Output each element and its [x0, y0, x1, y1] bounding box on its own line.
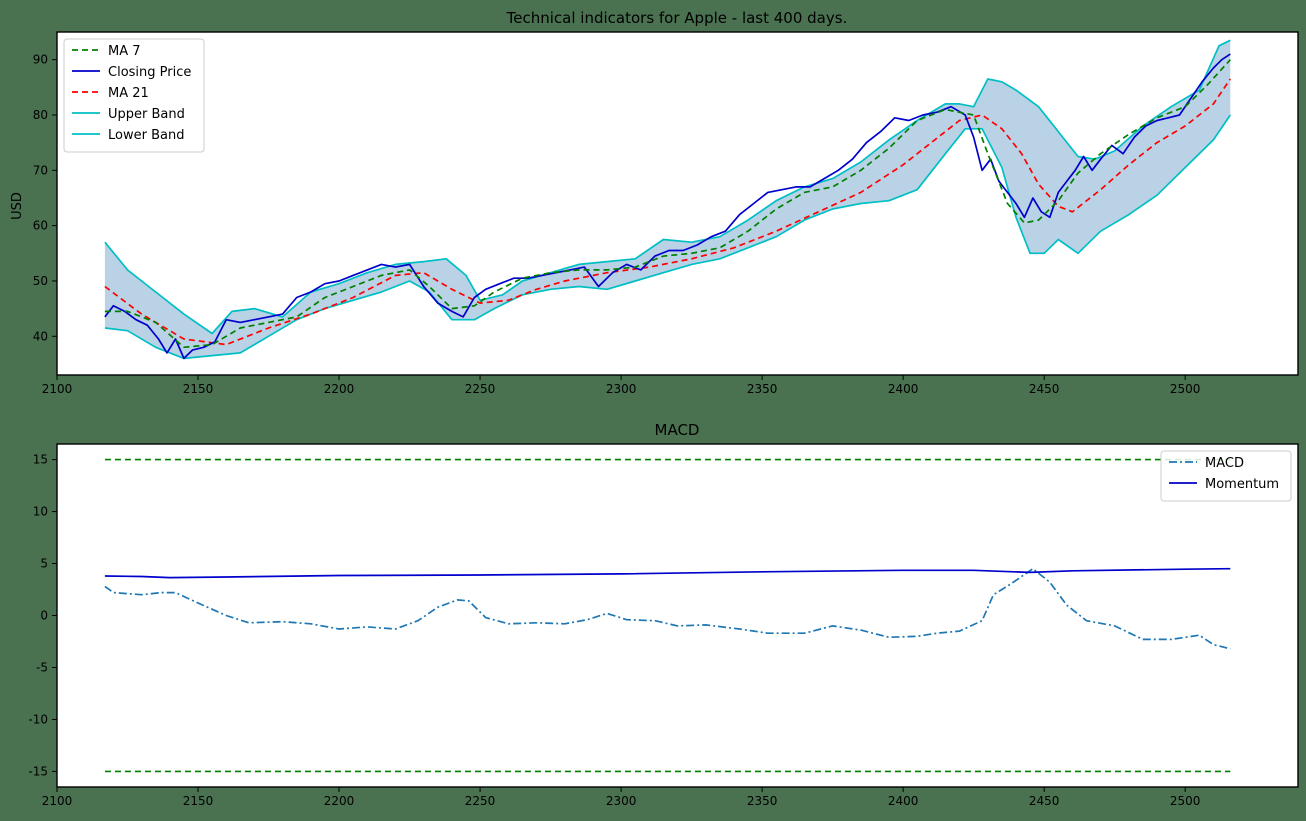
series-line-lower-band	[104, 114, 1232, 360]
series-line-momentum	[104, 567, 1231, 579]
legend-label: MA 21	[108, 86, 149, 101]
y-tick-label: 70	[33, 163, 48, 177]
y-tick-label: 10	[33, 505, 48, 519]
x-tick-label: 2150	[183, 382, 214, 396]
legend-label: Upper Band	[108, 107, 185, 122]
y-tick-label: 80	[33, 108, 48, 122]
x-tick-label: 2450	[1029, 794, 1060, 808]
legend: MACD Momentum	[1160, 450, 1292, 502]
y-tick-label: 15	[33, 453, 48, 467]
x-tick-label: 2100	[42, 794, 73, 808]
y-tick-label: 0	[40, 609, 48, 623]
y-tick-label: 50	[33, 274, 48, 288]
y-tick-label: -15	[28, 764, 48, 778]
x-tick-label: 2150	[183, 794, 214, 808]
legend-box	[1160, 450, 1292, 502]
x-tick-label: 2350	[747, 794, 778, 808]
series-lines	[104, 39, 1232, 360]
y-tick-label: 60	[33, 219, 48, 233]
legend-label: MACD	[1205, 456, 1244, 471]
technical-indicators-chart: Technical indicators for Apple - last 40…	[10, 9, 1299, 396]
y-axis: -15 -10 -5 0 5 10 15	[28, 453, 57, 778]
x-tick-label: 2500	[1170, 794, 1201, 808]
x-tick-label: 2300	[606, 382, 637, 396]
x-tick-label: 2450	[1029, 382, 1060, 396]
x-axis: 2100 2150 2200 2250 2300 2350 2400 2450 2500	[42, 787, 1201, 808]
x-tick-label: 2250	[465, 794, 496, 808]
x-tick-label: 2400	[888, 382, 919, 396]
x-tick-label: 2200	[324, 794, 355, 808]
legend-box	[63, 38, 205, 153]
series-lines	[104, 458, 1231, 773]
x-tick-label: 2200	[324, 382, 355, 396]
chart-title: MACD	[655, 421, 700, 439]
x-tick-label: 2300	[606, 794, 637, 808]
series-line-closing-price	[104, 53, 1231, 360]
y-tick-label: 40	[33, 329, 48, 343]
legend-label: MA 7	[108, 44, 141, 59]
y-tick-label: -5	[36, 660, 48, 674]
x-tick-label: 2250	[465, 382, 496, 396]
y-tick-label: 5	[40, 557, 48, 571]
x-axis: 2100 2150 2200 2250 2300 2350 2400 2450 2500	[42, 375, 1201, 396]
x-tick-label: 2350	[747, 382, 778, 396]
y-tick-label: -10	[28, 712, 48, 726]
x-tick-label: 2100	[42, 382, 73, 396]
legend-label: Momentum	[1205, 477, 1279, 492]
y-axis: 40 50 60 70 80 90	[33, 53, 57, 343]
x-tick-label: 2400	[888, 794, 919, 808]
series-line-ma-7	[104, 59, 1231, 349]
bollinger-band-fill	[104, 40, 1231, 359]
legend: MA 7 Closing Price MA 21 Upper Band Lower Ba…	[63, 38, 205, 153]
plot-frame	[56, 31, 1299, 376]
band-fill-area	[104, 40, 1231, 359]
legend-label: Lower Band	[108, 128, 184, 143]
series-line-macd	[104, 567, 1231, 650]
chart-title: Technical indicators for Apple - last 40…	[506, 9, 848, 27]
y-tick-label: 90	[33, 53, 48, 67]
macd-chart: MACD 2100 2150 2200 2250 2300 2350 2400 2450 250…	[28, 421, 1299, 808]
plot-area	[57, 444, 1298, 787]
legend-label: Closing Price	[108, 65, 191, 80]
series-line-ma-21	[104, 78, 1232, 346]
y-axis-label: USD	[10, 192, 25, 220]
x-tick-label: 2500	[1170, 382, 1201, 396]
